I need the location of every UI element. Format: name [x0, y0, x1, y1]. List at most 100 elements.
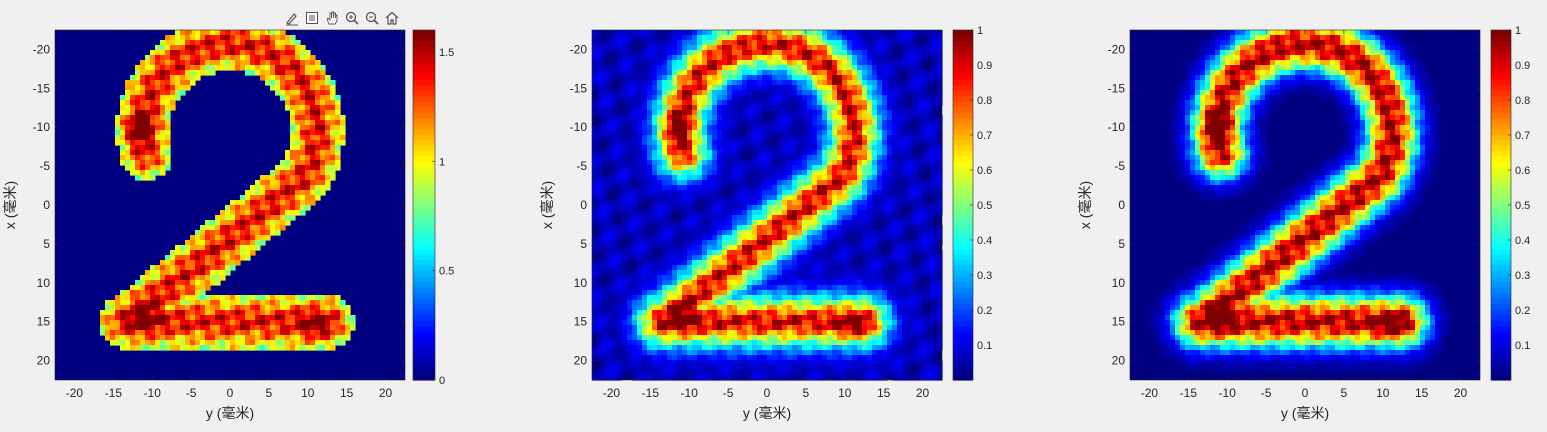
heatmap-cell: [180, 310, 186, 316]
heatmap-cell: [150, 50, 156, 56]
heatmap-cell: [205, 275, 211, 281]
heatmap-cell: [752, 220, 758, 226]
colorbar-segment: [413, 226, 435, 233]
zoom-out-icon[interactable]: [363, 9, 381, 27]
heatmap-cell: [335, 140, 341, 146]
heatmap-cell: [822, 55, 828, 61]
data-tips-icon[interactable]: [303, 9, 321, 27]
heatmap-cell: [722, 330, 728, 336]
heatmap-cell: [762, 265, 768, 271]
heatmap-cell: [797, 280, 803, 286]
heatmap-cell: [617, 185, 623, 191]
heatmap-cell: [275, 180, 281, 186]
heatmap-cell: [310, 200, 316, 206]
heatmap-cell: [722, 120, 728, 126]
heatmap-cell: [637, 325, 643, 331]
heatmap-cell: [622, 350, 628, 356]
heatmap-cell: [612, 120, 618, 126]
heatmap-cell: [792, 350, 798, 356]
heatmap-cell: [722, 145, 728, 151]
heatmap-cell: [602, 180, 608, 186]
heatmap-cell: [155, 295, 161, 301]
heatmap-cell: [797, 225, 803, 231]
heatmap-cell: [752, 365, 758, 371]
heatmap-cell: [777, 215, 783, 221]
heatmap-cell: [612, 335, 618, 341]
heatmap-cell: [747, 30, 753, 36]
heatmap-cell: [782, 350, 788, 356]
heatmap-cell: [817, 55, 823, 61]
heatmap-cell: [285, 220, 291, 226]
heatmap-cell: [265, 35, 271, 41]
heatmap-cell: [717, 90, 723, 96]
heatmap-cell: [617, 370, 623, 376]
heatmap-cell: [687, 250, 693, 256]
heatmap-cell: [622, 180, 628, 186]
heatmap-cell: [325, 295, 331, 301]
heatmap-cell: [315, 295, 321, 301]
heatmap-cell: [707, 125, 713, 131]
heatmap-cell: [240, 245, 246, 251]
heatmap-cell: [260, 185, 266, 191]
heatmap-cell: [702, 65, 708, 71]
heatmap-cell: [767, 120, 773, 126]
heatmap-cell: [305, 200, 311, 206]
heatmap-cell: [617, 85, 623, 91]
heatmap-cell: [602, 330, 608, 336]
heatmap-cell: [285, 40, 291, 46]
heatmap-cell: [145, 90, 151, 96]
heatmap-cell: [300, 155, 306, 161]
heatmap-cell: [802, 295, 808, 301]
heatmap-cell: [315, 305, 321, 311]
heatmap-cell: [597, 350, 603, 356]
heatmap-cell: [612, 50, 618, 56]
heatmap-cell: [642, 90, 648, 96]
heatmap-cell: [125, 310, 131, 316]
heatmap-cell: [612, 295, 618, 301]
heatmap-cell: [612, 305, 618, 311]
zoom-in-icon[interactable]: [343, 9, 361, 27]
heatmap-cell: [697, 55, 703, 61]
heatmap-cell: [120, 295, 126, 301]
heatmap-cell: [747, 340, 753, 346]
heatmap-cell: [807, 185, 813, 191]
heatmap-cell: [305, 145, 311, 151]
heatmap-cell: [812, 160, 818, 166]
heatmap-cell: [757, 60, 763, 66]
heatmap-cell: [782, 265, 788, 271]
heatmap-cell: [677, 340, 683, 346]
heatmap-cell: [185, 45, 191, 51]
heatmap-cell: [787, 180, 793, 186]
heatmap-cell: [340, 130, 346, 136]
heatmap-cell: [722, 85, 728, 91]
pan-hand-icon[interactable]: [323, 9, 341, 27]
heatmap-cell: [607, 320, 613, 326]
heatmap-cell: [170, 295, 176, 301]
heatmap-cell: [592, 135, 598, 141]
heatmap-cell: [752, 55, 758, 61]
heatmap-cell: [230, 240, 236, 246]
heatmap-cell: [150, 315, 156, 321]
heatmap-cell: [280, 210, 286, 216]
heatmap-cell: [797, 320, 803, 326]
heatmap-cell: [255, 320, 261, 326]
heatmap-cell: [160, 95, 166, 101]
heatmap-cell: [250, 315, 256, 321]
heatmap-cell: [225, 210, 231, 216]
home-icon[interactable]: [383, 9, 401, 27]
heatmap-cell: [622, 40, 628, 46]
brush-icon[interactable]: [283, 9, 301, 27]
heatmap-cell: [165, 80, 171, 86]
heatmap-cell: [702, 205, 708, 211]
heatmap-cell: [822, 100, 828, 106]
y-tick-label: 20: [37, 354, 51, 368]
heatmap-cell: [747, 260, 753, 266]
heatmap-cell: [597, 85, 603, 91]
heatmap-cell: [285, 325, 291, 331]
heatmap-cell: [727, 370, 733, 376]
heatmap-cell: [727, 295, 733, 301]
heatmap-cell: [682, 305, 688, 311]
heatmap-cell: [105, 310, 111, 316]
heatmap-cell: [622, 320, 628, 326]
heatmap-cell: [702, 115, 708, 121]
